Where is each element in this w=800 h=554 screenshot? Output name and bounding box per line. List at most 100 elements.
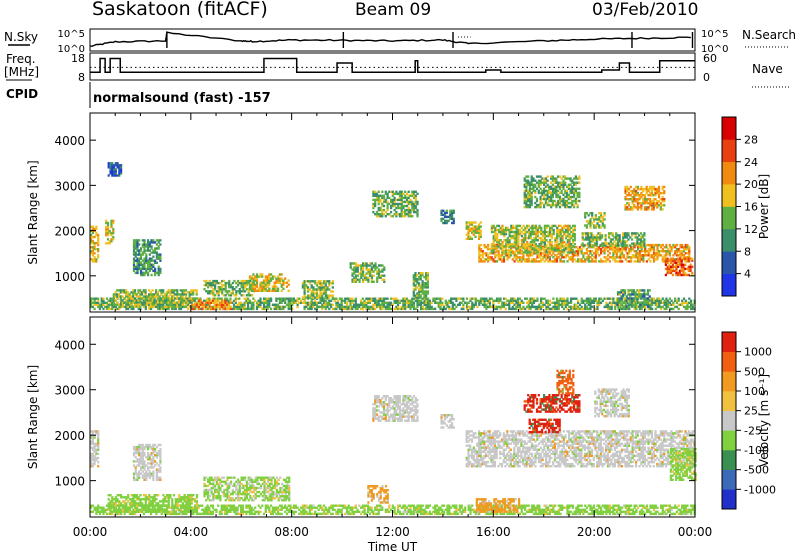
power-region-20 — [664, 257, 694, 277]
power-ytick-label-4000: 4000 — [54, 134, 85, 148]
power-region-11 — [372, 190, 419, 218]
velocity-region-0 — [90, 430, 100, 468]
velocity-ytick-label-3000: 3000 — [54, 384, 85, 398]
power-ytick-label-2000: 2000 — [54, 225, 85, 239]
velocity-region-10 — [528, 418, 561, 434]
time-tick-label-2: 08:00 — [274, 525, 309, 539]
velocity-ylabel: Slant Range [km] — [26, 365, 40, 469]
velocity-colorbar-bin-8 — [722, 332, 736, 352]
power-region-2 — [132, 239, 162, 277]
noise-right-tick-bottom: 10^0 — [701, 44, 728, 55]
power-colorbar-tick-3: 16 — [744, 201, 758, 214]
velocity-ytick-label-1000: 1000 — [54, 475, 85, 489]
velocity-region-5 — [372, 395, 419, 422]
power-colorbar-tick-5: 24 — [744, 156, 758, 169]
power-colorbar-tick-1: 8 — [744, 245, 751, 258]
velocity-ytick-label-4000: 4000 — [54, 338, 85, 352]
nsky-series-line — [89, 31, 691, 47]
velocity-colorbar-tick-7: -1000 — [744, 483, 776, 496]
power-colorbar-bin-7 — [722, 117, 736, 140]
velocity-colorbar-label: Velocity [m s⁻¹] — [757, 374, 771, 467]
noise-right-tick-top: 10^5 — [701, 29, 728, 40]
time-tick-label-0: 00:00 — [73, 525, 108, 539]
power-colorbar-bin-6 — [722, 139, 736, 163]
velocity-colorbar-tick-5: -100 — [744, 444, 769, 457]
power-colorbar-bin-2 — [722, 228, 736, 252]
velocity-colorbar-bin-7 — [722, 351, 736, 372]
power-colorbar-tick-2: 12 — [744, 223, 758, 236]
power-region-5 — [112, 289, 198, 308]
freq-label-line1: Freq. — [6, 52, 36, 66]
noise-left-tick-bottom: 10^0 — [58, 44, 85, 55]
cpid-text: normalsound (fast) -157 — [93, 91, 271, 106]
nave-right-tick-bottom: 0 — [703, 71, 710, 84]
power-region-7 — [203, 279, 255, 297]
power-region-8 — [248, 273, 290, 292]
velocity-colorbar-bin-0 — [722, 489, 736, 510]
velocity-region-1 — [132, 443, 162, 481]
power-colorbar-tick-6: 28 — [744, 133, 758, 146]
time-tick-label-1: 04:00 — [174, 525, 209, 539]
velocity-colorbar-tick-4: -25 — [744, 424, 762, 437]
power-region-6 — [190, 299, 232, 311]
power-colorbar-bin-5 — [722, 161, 736, 185]
power-panel — [89, 112, 696, 313]
power-region-22 — [616, 289, 651, 308]
freq-left-tick-top: 18 — [71, 52, 85, 65]
nave-right-tick-top: 60 — [703, 52, 717, 65]
velocity-colorbar-bin-6 — [722, 371, 736, 392]
beam-title: Beam 09 — [355, 0, 432, 20]
power-colorbar-tick-4: 20 — [744, 178, 758, 191]
power-colorbar-bin-0 — [722, 273, 736, 297]
velocity-region-12 — [669, 447, 697, 481]
time-tick-label-5: 20:00 — [577, 525, 612, 539]
velocity-colorbar-tick-1: 500 — [744, 365, 765, 378]
power-region-13 — [412, 272, 429, 299]
noise-left-tick-top: 10^5 — [58, 29, 85, 40]
power-colorbar-bin-4 — [722, 184, 736, 207]
velocity-colorbar-bin-5 — [722, 391, 736, 411]
power-region-17 — [523, 175, 581, 209]
power-colorbar-bin-1 — [722, 251, 736, 274]
power-region-18 — [584, 212, 606, 229]
nsky-label: N.Sky — [4, 30, 39, 44]
velocity-region-11 — [594, 388, 630, 418]
time-tick-label-4: 16:00 — [476, 525, 511, 539]
velocity-colorbar-bin-2 — [722, 450, 736, 470]
freq-series-line — [90, 57, 695, 73]
power-colorbar-tick-0: 4 — [744, 268, 751, 281]
freq-label-line2: [MHz] — [4, 65, 40, 79]
power-region-3 — [107, 162, 123, 177]
nave-label: Nave — [752, 62, 783, 76]
power-colorbar — [721, 116, 741, 297]
velocity-colorbar — [721, 331, 741, 510]
power-region-14 — [465, 221, 482, 240]
noise-panel-frame — [89, 28, 696, 52]
velocity-region-13 — [367, 485, 389, 504]
velocity-region-4 — [203, 476, 291, 502]
velocity-colorbar-tick-3: 25 — [744, 405, 758, 418]
power-region-1 — [105, 219, 115, 245]
power-ytick-label-3000: 3000 — [54, 179, 85, 193]
power-region-9 — [301, 280, 334, 299]
velocity-colorbar-tick-2: 100 — [744, 385, 765, 398]
velocity-colorbar-bin-1 — [722, 469, 736, 490]
time-tick-label-3: 12:00 — [375, 525, 410, 539]
power-region-0 — [90, 225, 100, 263]
velocity-colorbar-tick-0: 1000 — [744, 346, 772, 359]
power-colorbar-label: Power [dB] — [757, 174, 771, 239]
velocity-ytick-label-2000: 2000 — [54, 429, 85, 443]
power-region-10 — [349, 262, 386, 283]
velocity-colorbar-tick-6: -500 — [744, 464, 769, 477]
freq-panel-frame — [89, 52, 696, 81]
power-ylabel: Slant Range [km] — [26, 160, 40, 264]
nsearch-label: N.Search — [742, 28, 797, 42]
velocity-region-6 — [440, 414, 455, 429]
velocity-region-8 — [523, 394, 581, 413]
power-region-12 — [440, 209, 455, 225]
velocity-colorbar-frame — [721, 331, 737, 510]
power-region-21 — [581, 232, 646, 247]
time-tick-label-6: 00:00 — [678, 525, 713, 539]
velocity-colorbar-bin-4 — [722, 410, 736, 431]
